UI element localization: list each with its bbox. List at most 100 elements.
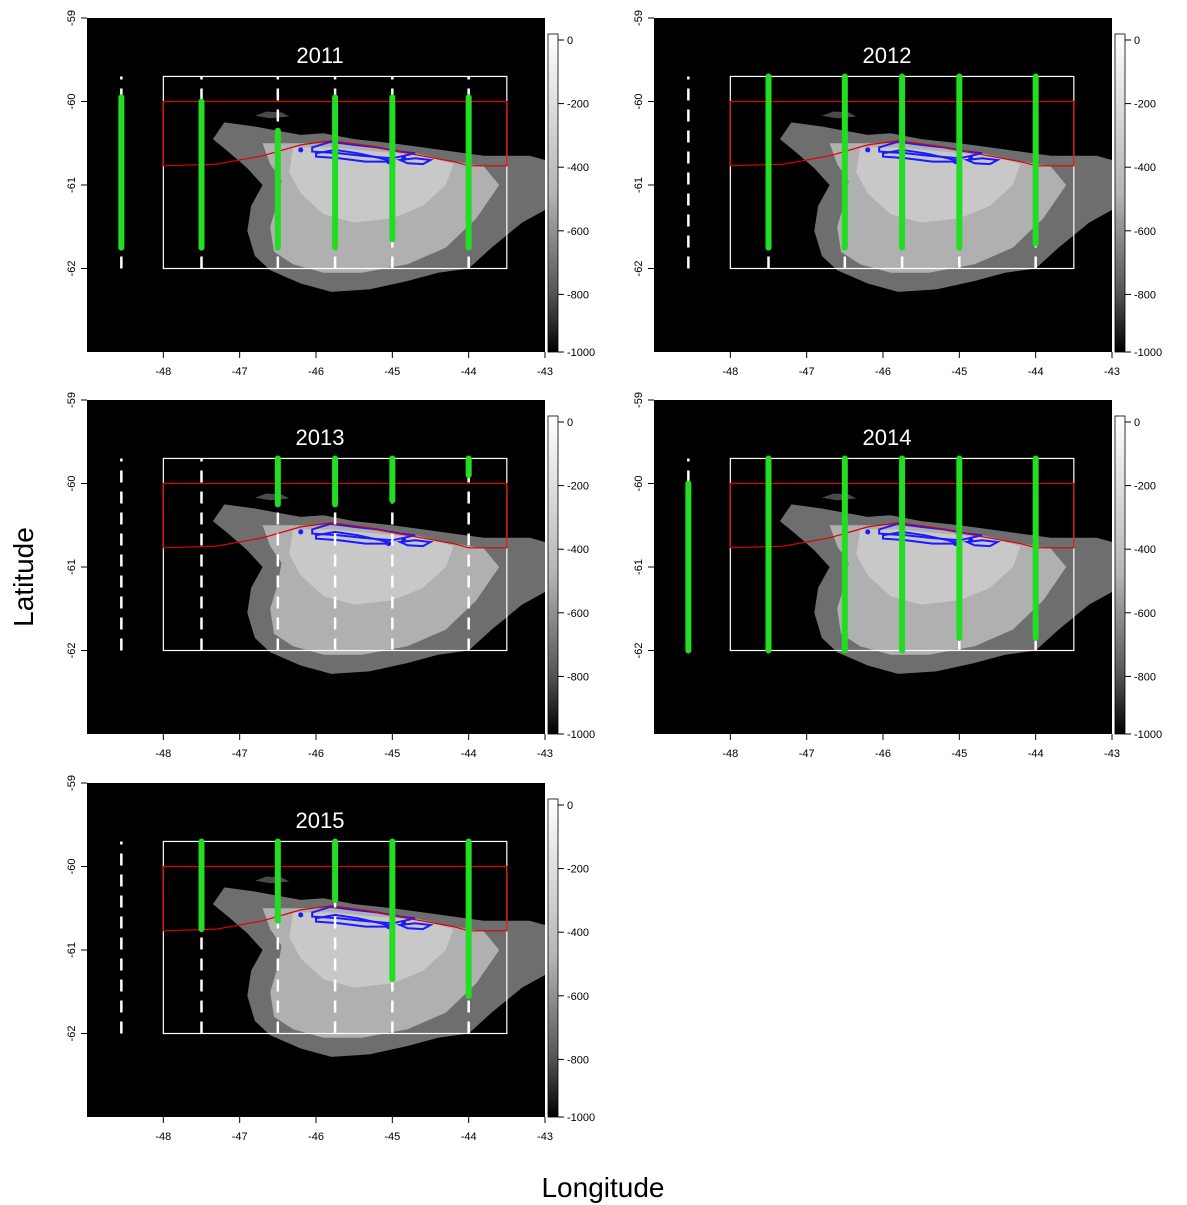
x-tick-label: -47 xyxy=(232,1131,248,1143)
stratum-boundary xyxy=(162,865,508,932)
colorbar-tick-label: -600 xyxy=(1134,226,1156,238)
contour-line xyxy=(311,140,416,160)
bathymetry-shallow xyxy=(856,147,1021,223)
x-tick-label: -43 xyxy=(537,366,553,378)
contour-point xyxy=(298,529,304,535)
y-tick-label: -59 xyxy=(66,392,78,408)
colorbar-tick-label: 0 xyxy=(567,417,573,429)
x-tick-label: -43 xyxy=(537,1131,553,1143)
colorbar-tick-label: -400 xyxy=(1134,544,1156,556)
island xyxy=(254,111,290,119)
x-tick-label: -48 xyxy=(722,366,738,378)
panel-2012: 2012 -48 -47 -46 -45 -44 -43 -62 -61 -60 -59 0 -200 -… xyxy=(633,10,1162,378)
x-tick-label: -44 xyxy=(461,1131,477,1143)
y-tick-label: -60 xyxy=(633,94,645,110)
x-tick-label: -44 xyxy=(1028,748,1044,760)
y-tick-label: -60 xyxy=(633,476,645,492)
colorbar-tick-label: 0 xyxy=(567,800,573,812)
colorbar-tick-label: 0 xyxy=(1134,35,1140,47)
x-tick-label: -45 xyxy=(384,1131,400,1143)
y-tick-label: -59 xyxy=(66,10,78,26)
x-axis-label: Longitude xyxy=(541,1172,664,1203)
colorbar xyxy=(547,415,559,735)
bathymetry-shallow xyxy=(856,529,1021,605)
contour-line xyxy=(878,522,983,542)
colorbar-tick-label: -200 xyxy=(1134,99,1156,111)
contour-line xyxy=(963,157,1001,166)
panel-2013: 2013 -48 -47 -46 -45 -44 -43 -62 -61 -60 -59 0 -200 -… xyxy=(66,392,595,760)
contour-line xyxy=(878,140,983,160)
x-tick-label: -47 xyxy=(232,748,248,760)
y-tick-label: -59 xyxy=(66,775,78,791)
colorbar-tick-label: -1000 xyxy=(567,347,595,359)
colorbar xyxy=(1114,415,1126,735)
y-tick-label: -61 xyxy=(66,559,78,575)
colorbar xyxy=(547,33,559,353)
colorbar-tick-label: -200 xyxy=(1134,481,1156,493)
colorbar-tick-label: -600 xyxy=(567,608,589,620)
panel-title: 2014 xyxy=(863,425,912,450)
x-tick-label: -43 xyxy=(1104,366,1120,378)
colorbar-tick-label: -800 xyxy=(1134,289,1156,301)
colorbar-tick-label: -1000 xyxy=(567,729,595,741)
x-tick-label: -47 xyxy=(799,748,815,760)
panel-2014: 2014 -48 -47 -46 -45 -44 -43 -62 -61 -60 -59 0 -200 -… xyxy=(633,392,1162,760)
colorbar-tick-label: 0 xyxy=(1134,417,1140,429)
contour-point xyxy=(401,537,407,543)
panel-title: 2012 xyxy=(863,43,912,68)
colorbar-tick-label: -1000 xyxy=(567,1112,595,1124)
bathymetry-shallow xyxy=(289,147,454,223)
x-tick-label: -45 xyxy=(951,366,967,378)
x-tick-label: -45 xyxy=(951,748,967,760)
x-tick-label: -45 xyxy=(384,748,400,760)
x-tick-label: -44 xyxy=(461,366,477,378)
x-tick-label: -46 xyxy=(875,748,891,760)
y-tick-label: -59 xyxy=(633,10,645,26)
panel-title: 2015 xyxy=(296,808,345,833)
contour-line xyxy=(396,157,434,166)
x-tick-label: -45 xyxy=(384,366,400,378)
colorbar-tick-label: -400 xyxy=(567,927,589,939)
bathymetry-shallow xyxy=(289,912,454,988)
stratum-boundary xyxy=(729,482,1075,549)
y-tick-label: -62 xyxy=(66,643,78,659)
panel-title: 2013 xyxy=(296,425,345,450)
y-tick-label: -59 xyxy=(633,392,645,408)
x-tick-label: -46 xyxy=(308,1131,324,1143)
x-tick-label: -48 xyxy=(155,1131,171,1143)
y-tick-label: -61 xyxy=(66,942,78,958)
colorbar-tick-label: -400 xyxy=(567,544,589,556)
y-tick-label: -62 xyxy=(66,1026,78,1042)
y-axis-label: Latitude xyxy=(8,527,39,627)
y-tick-label: -61 xyxy=(633,559,645,575)
contour-point xyxy=(865,529,871,535)
contour-line xyxy=(311,522,416,542)
x-tick-label: -43 xyxy=(1104,748,1120,760)
colorbar xyxy=(547,798,559,1118)
colorbar-tick-label: -400 xyxy=(1134,162,1156,174)
x-tick-label: -48 xyxy=(155,366,171,378)
y-tick-label: -62 xyxy=(633,261,645,277)
colorbar-tick-label: -200 xyxy=(567,99,589,111)
colorbar-tick-label: -200 xyxy=(567,864,589,876)
y-tick-label: -62 xyxy=(633,643,645,659)
x-tick-label: -43 xyxy=(537,748,553,760)
stratum-boundary xyxy=(729,100,1075,167)
contour-point xyxy=(968,537,974,543)
x-tick-label: -44 xyxy=(1028,366,1044,378)
x-tick-label: -48 xyxy=(155,748,171,760)
panels: 2011 -48 -47 -46 -45 -44 -43 -62 -61 -60 -59 0 -200 -… xyxy=(66,10,1162,1143)
x-tick-label: -47 xyxy=(232,366,248,378)
colorbar-tick-label: 0 xyxy=(567,35,573,47)
contour-point xyxy=(298,147,304,153)
y-tick-label: -62 xyxy=(66,261,78,277)
contour-point xyxy=(386,541,392,547)
contour-point xyxy=(401,155,407,161)
contour-point xyxy=(401,920,407,926)
x-tick-label: -46 xyxy=(875,366,891,378)
stratum-boundary xyxy=(162,100,508,167)
colorbar-tick-label: -400 xyxy=(567,162,589,174)
x-tick-label: -48 xyxy=(722,748,738,760)
contour-line xyxy=(311,905,416,925)
